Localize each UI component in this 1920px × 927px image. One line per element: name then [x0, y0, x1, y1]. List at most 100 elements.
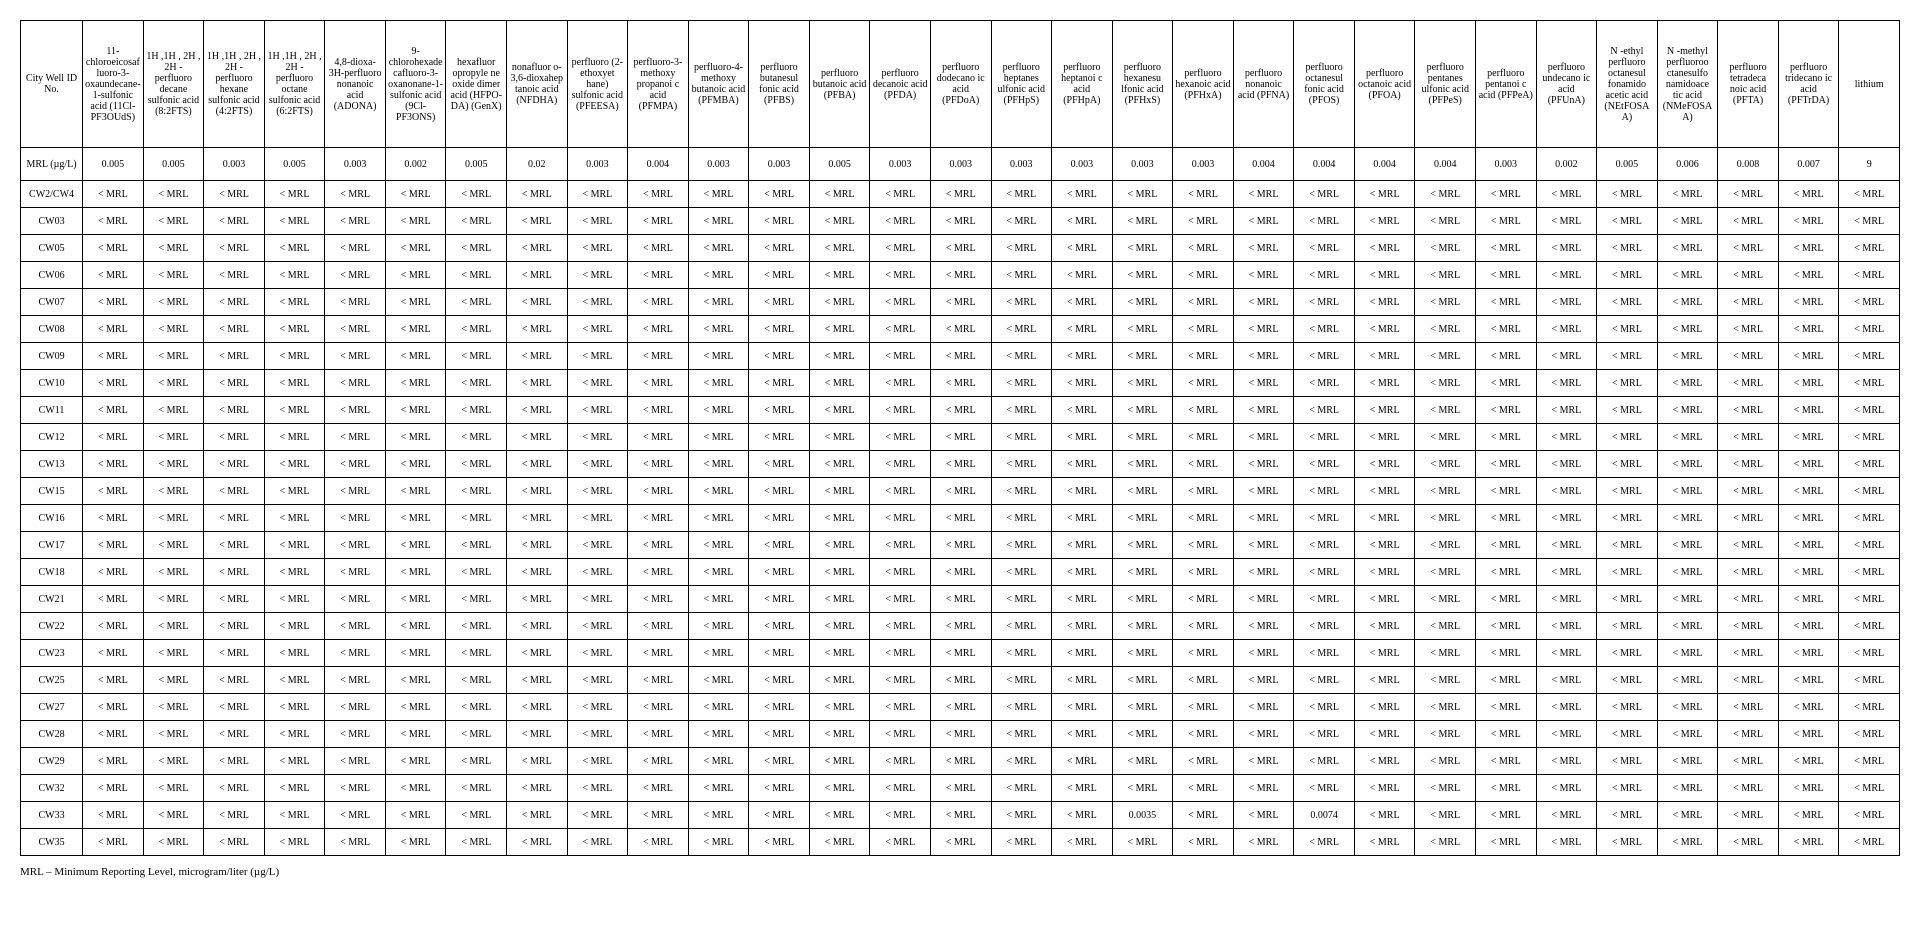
mrl-label-cell: MRL (µg/L) [21, 148, 83, 181]
mrl-value-cell: 0.006 [1657, 148, 1718, 181]
data-cell: < MRL [930, 667, 991, 694]
data-cell: < MRL [1778, 775, 1839, 802]
data-cell: < MRL [1597, 829, 1658, 856]
data-cell: < MRL [930, 343, 991, 370]
data-cell: < MRL [83, 721, 144, 748]
data-cell: < MRL [83, 802, 144, 829]
data-cell: < MRL [325, 316, 386, 343]
data-cell: < MRL [1476, 775, 1537, 802]
data-cell: < MRL [991, 613, 1052, 640]
data-cell: < MRL [870, 478, 931, 505]
data-cell: < MRL [325, 559, 386, 586]
table-row: CW17< MRL< MRL< MRL< MRL< MRL< MRL< MRL<… [21, 532, 1900, 559]
data-cell: < MRL [688, 181, 749, 208]
data-cell: < MRL [1354, 262, 1415, 289]
data-cell: < MRL [204, 532, 265, 559]
data-cell: < MRL [1354, 559, 1415, 586]
data-cell: < MRL [567, 262, 628, 289]
data-cell: < MRL [1657, 640, 1718, 667]
data-cell: < MRL [83, 262, 144, 289]
data-cell: < MRL [1294, 397, 1355, 424]
data-cell: < MRL [1476, 397, 1537, 424]
data-cell: < MRL [507, 235, 568, 262]
data-cell: < MRL [1536, 478, 1597, 505]
data-cell: < MRL [870, 640, 931, 667]
data-cell: < MRL [1536, 370, 1597, 397]
data-cell: < MRL [870, 613, 931, 640]
data-cell: < MRL [1778, 208, 1839, 235]
data-cell: < MRL [1778, 721, 1839, 748]
data-cell: < MRL [1294, 451, 1355, 478]
data-cell: < MRL [1112, 316, 1173, 343]
data-cell: < MRL [870, 181, 931, 208]
data-cell: < MRL [1112, 262, 1173, 289]
data-cell: < MRL [1233, 613, 1294, 640]
data-cell: < MRL [1476, 586, 1537, 613]
data-cell: < MRL [385, 397, 446, 424]
data-cell: < MRL [1112, 235, 1173, 262]
data-cell: < MRL [264, 235, 325, 262]
data-cell: < MRL [809, 370, 870, 397]
data-cell: < MRL [1294, 316, 1355, 343]
data-cell: < MRL [1657, 397, 1718, 424]
data-cell: < MRL [1112, 667, 1173, 694]
data-cell: < MRL [991, 424, 1052, 451]
data-cell: < MRL [930, 775, 991, 802]
data-cell: < MRL [83, 532, 144, 559]
data-cell: < MRL [1657, 316, 1718, 343]
data-cell: < MRL [870, 370, 931, 397]
data-cell: < MRL [204, 775, 265, 802]
data-cell: < MRL [1233, 397, 1294, 424]
well-id-cell: CW35 [21, 829, 83, 856]
data-cell: < MRL [325, 640, 386, 667]
data-cell: < MRL [1536, 235, 1597, 262]
data-cell: < MRL [1052, 802, 1113, 829]
data-cell: < MRL [930, 532, 991, 559]
data-cell: < MRL [1233, 424, 1294, 451]
data-cell: < MRL [1294, 829, 1355, 856]
data-cell: < MRL [930, 289, 991, 316]
data-cell: < MRL [809, 505, 870, 532]
data-cell: < MRL [1657, 181, 1718, 208]
data-cell: < MRL [1476, 424, 1537, 451]
data-cell: < MRL [83, 505, 144, 532]
data-cell: < MRL [1839, 532, 1900, 559]
data-cell: < MRL [1052, 721, 1113, 748]
table-row: CW09< MRL< MRL< MRL< MRL< MRL< MRL< MRL<… [21, 343, 1900, 370]
data-cell: < MRL [1657, 235, 1718, 262]
data-cell: < MRL [204, 370, 265, 397]
data-cell: < MRL [325, 532, 386, 559]
data-cell: < MRL [507, 613, 568, 640]
data-cell: < MRL [1839, 370, 1900, 397]
data-cell: < MRL [991, 721, 1052, 748]
data-cell: < MRL [1112, 829, 1173, 856]
data-cell: < MRL [1839, 343, 1900, 370]
data-cell: < MRL [325, 505, 386, 532]
data-cell: < MRL [1718, 532, 1779, 559]
data-cell: < MRL [143, 181, 204, 208]
data-cell: < MRL [628, 208, 689, 235]
data-cell: < MRL [1294, 181, 1355, 208]
data-cell: < MRL [1597, 181, 1658, 208]
data-cell: < MRL [1052, 424, 1113, 451]
well-id-cell: CW11 [21, 397, 83, 424]
data-cell: < MRL [1657, 667, 1718, 694]
data-cell: < MRL [1354, 694, 1415, 721]
data-cell: < MRL [809, 208, 870, 235]
data-cell: < MRL [628, 694, 689, 721]
data-cell: < MRL [385, 748, 446, 775]
data-cell: < MRL [507, 397, 568, 424]
data-cell: < MRL [1112, 694, 1173, 721]
data-cell: < MRL [1597, 208, 1658, 235]
data-cell: < MRL [1112, 559, 1173, 586]
table-row: CW33< MRL< MRL< MRL< MRL< MRL< MRL< MRL<… [21, 802, 1900, 829]
data-cell: < MRL [1476, 748, 1537, 775]
mrl-value-cell: 0.005 [143, 148, 204, 181]
data-cell: < MRL [749, 316, 810, 343]
data-cell: < MRL [1839, 397, 1900, 424]
table-row: CW10< MRL< MRL< MRL< MRL< MRL< MRL< MRL<… [21, 370, 1900, 397]
data-cell: < MRL [1718, 451, 1779, 478]
data-cell: < MRL [446, 235, 507, 262]
data-cell: < MRL [1536, 586, 1597, 613]
data-cell: < MRL [1294, 640, 1355, 667]
